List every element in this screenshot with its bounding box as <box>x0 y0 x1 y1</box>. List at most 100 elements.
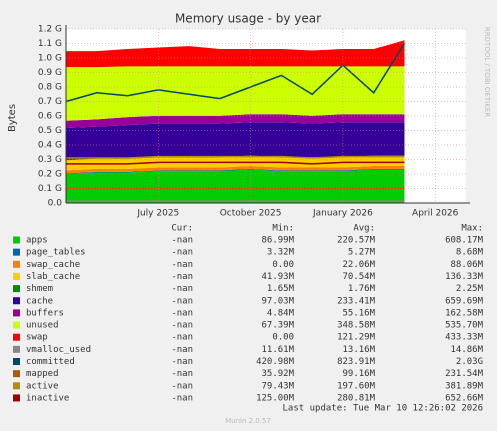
legend-stat: 162.58M <box>445 308 484 318</box>
legend-stat: 0.00 <box>272 333 294 343</box>
legend-label: active <box>26 381 59 391</box>
y-tick-label: 0.1 G <box>38 184 62 194</box>
watermark: RRDTOOL / TOBI OETIKER <box>483 27 491 117</box>
legend-stat: 659.69M <box>445 296 484 306</box>
y-tick-label: 0.7 G <box>38 97 62 107</box>
stack-area <box>66 114 405 129</box>
legend-stat: -nan <box>171 296 193 306</box>
legend-stat: -nan <box>171 260 193 270</box>
legend-stat: -nan <box>171 381 193 391</box>
legend-swatch <box>13 370 20 378</box>
legend-swatch <box>13 382 20 390</box>
legend-stat: 823.91M <box>337 357 376 367</box>
legend-swatch <box>13 321 20 329</box>
y-axis-label: Bytes <box>7 104 18 132</box>
legend-stat: 99.16M <box>342 369 375 379</box>
legend-stat: 4.84M <box>267 308 295 318</box>
stack-area <box>66 40 405 68</box>
legend-stat: 88.06M <box>450 260 483 270</box>
legend-swatch <box>13 236 20 244</box>
legend-swatch <box>13 285 20 293</box>
legend-swatch <box>13 309 20 317</box>
legend-stat: 381.89M <box>445 381 484 391</box>
legend-stat: 86.99M <box>261 236 294 246</box>
series-line <box>65 43 406 103</box>
y-tick-label: 0.5 G <box>38 126 62 136</box>
legend-stat: 35.92M <box>261 369 294 379</box>
y-tick-label: 0.9 G <box>38 68 62 78</box>
stack-area <box>66 122 405 160</box>
legend-stat: -nan <box>171 284 193 294</box>
chart-title: Memory usage - by year <box>175 12 321 26</box>
legend-stat: -nan <box>171 236 193 246</box>
series-line <box>66 155 405 159</box>
legend-stat: 22.06M <box>342 260 375 270</box>
legend-label: apps <box>26 236 48 246</box>
legend-label: swap <box>26 333 48 343</box>
legend-swatch <box>13 272 20 280</box>
y-tick-label: 1.0 G <box>38 54 62 64</box>
legend-stat: 197.60M <box>337 381 376 391</box>
legend-stat: 136.33M <box>445 272 484 282</box>
y-tick-label: 0.8 G <box>38 83 62 93</box>
legend-stat: 535.70M <box>445 321 484 331</box>
legend-stat: 420.98M <box>256 357 295 367</box>
legend-stat: 13.16M <box>342 345 375 355</box>
legend-stat: 220.57M <box>337 236 376 246</box>
legend-column-header: Max: <box>461 224 483 234</box>
legend-swatch <box>13 333 20 341</box>
y-tick-label: 0.3 G <box>38 155 62 165</box>
legend-stat: 433.33M <box>445 333 484 343</box>
legend-stat: 55.16M <box>342 308 375 318</box>
legend-label: vmalloc_used <box>26 345 91 355</box>
legend-stat: -nan <box>171 333 193 343</box>
legend-stat: 1.76M <box>348 284 376 294</box>
legend-stat: -nan <box>171 248 193 258</box>
legend-stat: 280.81M <box>337 393 376 403</box>
y-tick-label: 0.4 G <box>38 141 62 151</box>
legend-stat: 0.00 <box>272 260 294 270</box>
legend-column-header: Min: <box>272 224 294 234</box>
legend-label: shmem <box>26 284 53 294</box>
legend-stat: 8.68M <box>456 248 484 258</box>
legend-stat: 11.61M <box>261 345 294 355</box>
legend-stat: 125.00M <box>256 393 295 403</box>
legend-stat: -nan <box>171 321 193 331</box>
legend-swatch <box>13 358 20 365</box>
y-tick-label: 0.6 G <box>38 112 62 122</box>
legend-stat: -nan <box>171 357 193 367</box>
legend-stat: 121.29M <box>337 333 376 343</box>
legend-label: swap_cache <box>26 260 80 270</box>
footer: Last update: Tue Mar 10 12:26:02 2026 <box>283 404 483 414</box>
y-tick-label: 1.1 G <box>38 39 62 49</box>
x-tick-label: July 2025 <box>136 209 179 219</box>
legend-stat: -nan <box>171 272 193 282</box>
legend-stat: 5.27M <box>348 248 376 258</box>
legend-stat: 231.54M <box>445 369 484 379</box>
legend-stat: 1.65M <box>267 284 295 294</box>
y-tick-label: 0.0 <box>48 199 63 209</box>
y-tick-label: 1.2 G <box>38 25 62 35</box>
x-tick-label: October 2025 <box>220 209 282 219</box>
legend-column-header: Cur: <box>171 224 193 234</box>
legend-stat: 97.03M <box>261 296 294 306</box>
legend-stat: 79.43M <box>261 381 294 391</box>
legend-stat: 3.32M <box>267 248 295 258</box>
x-tick-label: January 2026 <box>312 209 373 219</box>
legend-swatch <box>13 297 20 305</box>
legend-stat: -nan <box>171 308 193 318</box>
legend-stat: 2.03G <box>456 357 483 367</box>
legend-stat: 70.54M <box>342 272 375 282</box>
x-tick-label: April 2026 <box>412 209 459 219</box>
legend-swatch <box>13 260 20 268</box>
series-line <box>66 161 405 165</box>
legend-stat: 41.93M <box>261 272 294 282</box>
legend-label: mapped <box>26 369 59 379</box>
legend-label: committed <box>26 357 75 367</box>
legend-stat: 608.17M <box>445 236 484 246</box>
stack-area <box>66 169 405 203</box>
legend-stat: -nan <box>171 369 193 379</box>
legend-label: buffers <box>26 308 64 318</box>
legend-label: cache <box>26 296 53 306</box>
